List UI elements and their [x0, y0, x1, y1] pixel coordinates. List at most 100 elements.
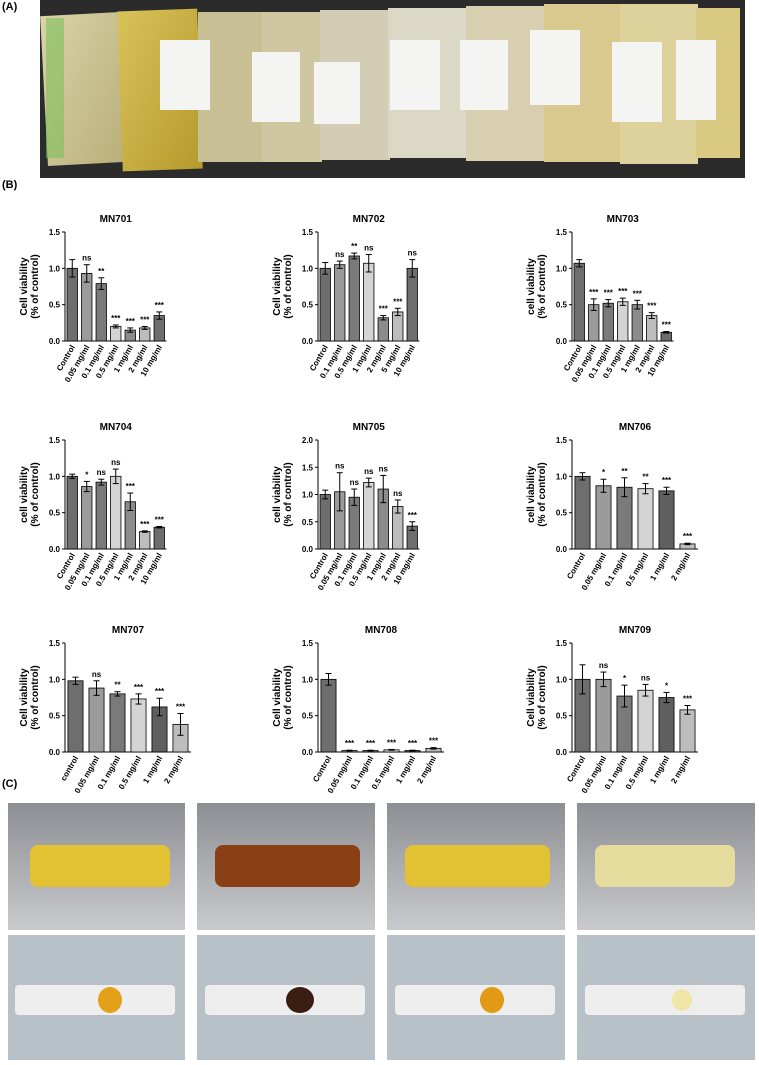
bar — [139, 327, 151, 342]
chart: MN705 cell viability (% of control) 0.0 0.5 1… — [272, 422, 420, 592]
bar — [139, 531, 151, 550]
y-tick-label: 0.5 — [302, 518, 314, 527]
error-bar — [114, 691, 121, 697]
y-tick-label: 0.0 — [302, 337, 314, 346]
significance-label: * — [602, 468, 606, 477]
significance-label: *** — [379, 305, 389, 314]
error-bar — [600, 671, 607, 688]
significance-label: *** — [408, 739, 418, 748]
significance-label: ns — [82, 254, 92, 263]
significance-label: ns — [97, 468, 107, 477]
error-bar — [579, 664, 586, 695]
significance-label: *** — [126, 482, 136, 491]
significance-label: ** — [114, 681, 121, 690]
error-bar — [112, 324, 119, 329]
bar — [679, 709, 696, 753]
bar — [95, 283, 107, 342]
error-bar — [380, 474, 387, 504]
error-bar — [621, 477, 628, 498]
y-tick-label: 0.0 — [49, 337, 61, 346]
y-tick-label: 0.0 — [49, 545, 61, 554]
y-axis-label: (% of control) — [537, 665, 548, 729]
significance-label: ns — [111, 458, 121, 467]
y-tick-label: 0.0 — [49, 748, 61, 757]
significance-label: *** — [604, 289, 614, 298]
bar — [574, 475, 591, 550]
error-bar — [141, 325, 148, 330]
y-tick-label: 0.0 — [302, 545, 314, 554]
bar — [110, 326, 122, 342]
x-tick-label: 1 mg/ml — [648, 755, 671, 786]
error-bar — [663, 331, 670, 334]
y-axis-label: Cell viability — [272, 668, 283, 727]
bar — [95, 481, 107, 550]
error-bar — [619, 297, 626, 306]
panel-label: (B) — [2, 179, 18, 191]
error-bar — [141, 530, 148, 533]
chart: MN707 Cell viability (% of control) 0.0 0.5 1… — [19, 625, 191, 795]
bar — [646, 315, 658, 342]
chart: MN702 Cell viability (% of control) 0.0 0.5 1… — [272, 214, 420, 380]
error-bar — [69, 473, 76, 480]
y-tick-label: 0.5 — [302, 712, 314, 721]
x-tick-label: 1 mg/ml — [141, 755, 164, 786]
bar — [631, 304, 643, 342]
y-axis-label: (% of control) — [30, 254, 41, 318]
significance-label: ns — [393, 489, 403, 498]
panel-label: (C) — [2, 778, 18, 790]
y-axis-label: (% of control) — [30, 665, 41, 729]
error-bar — [388, 748, 395, 751]
bar — [573, 262, 585, 342]
y-axis-label: (% of control) — [283, 462, 294, 526]
significance-label: *** — [662, 321, 672, 330]
y-tick-label: 1.5 — [556, 436, 568, 445]
error-bar — [177, 712, 184, 736]
error-bar — [367, 749, 374, 752]
y-axis-label: cell viability — [19, 466, 30, 523]
chart: MN704 cell viability (% of control) 0.0 0.5 1… — [19, 422, 167, 592]
error-bar — [322, 262, 329, 275]
chart: MN706 cell viability (% of control) 0.0 0.5 1… — [526, 422, 698, 592]
significance-label: *** — [647, 302, 657, 311]
y-tick-label: 1.0 — [556, 264, 568, 273]
error-bar — [69, 259, 76, 278]
chart-title: MN703 — [607, 214, 640, 225]
significance-label: * — [665, 681, 669, 690]
y-axis-label: Cell viability — [526, 668, 537, 727]
chart: MN709 Cell viability (% of control) 0.0 0.5 1… — [526, 625, 698, 795]
x-tick-label: 2 mg/ml — [415, 755, 438, 786]
y-tick-label: 1.5 — [302, 228, 314, 237]
significance-label: ns — [335, 250, 345, 259]
error-bar — [98, 478, 105, 486]
bar — [602, 302, 614, 342]
error-bar — [156, 697, 163, 717]
y-axis-label: (% of control) — [283, 665, 294, 729]
bar — [377, 317, 389, 342]
significance-label: *** — [126, 317, 136, 326]
error-bar — [576, 259, 583, 268]
error-bar — [642, 683, 649, 697]
bar — [334, 264, 346, 342]
bar — [81, 273, 93, 342]
error-bar — [336, 472, 343, 512]
significance-label: *** — [111, 314, 121, 323]
y-tick-label: 0.5 — [556, 712, 568, 721]
significance-label: *** — [134, 683, 144, 692]
significance-label: ns — [92, 670, 102, 679]
error-bar — [322, 489, 329, 500]
y-axis-label: (% of control) — [30, 462, 41, 526]
significance-label: *** — [662, 476, 672, 485]
bar — [363, 482, 375, 550]
error-bar — [634, 299, 641, 310]
error-bar — [93, 680, 100, 696]
bar — [595, 678, 612, 753]
y-tick-label: 0.5 — [302, 301, 314, 310]
significance-label: *** — [683, 694, 693, 703]
chart-title: MN701 — [100, 214, 133, 225]
x-tick-label: 1 mg/ml — [648, 552, 671, 583]
y-tick-label: 1.0 — [49, 264, 61, 273]
photo-tubes — [8, 803, 755, 1060]
y-tick-label: 0.0 — [556, 337, 568, 346]
